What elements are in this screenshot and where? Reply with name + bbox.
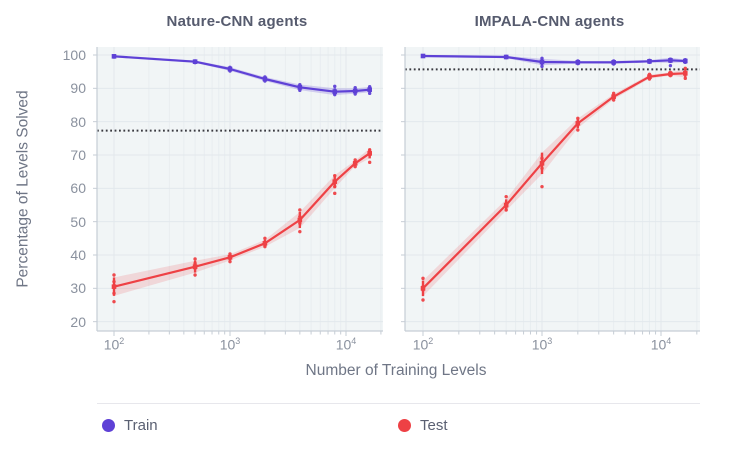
test-legend-dot-icon (398, 419, 411, 432)
train-series (111, 54, 372, 97)
panel-title-impala-cnn: IMPALA-CNN agents (474, 13, 625, 30)
x-tick-label: 103 (219, 336, 241, 353)
x-tick-label: 104 (335, 336, 357, 353)
x-tick-label: 102 (103, 336, 125, 353)
y-axis-title: Percentage of Levels Solved (15, 90, 33, 288)
x-tick-label: 104 (650, 336, 672, 353)
y-tick-label: 60 (70, 180, 86, 197)
y-tick-label: 70 (70, 146, 86, 163)
x-axis-title: Number of Training Levels (305, 362, 487, 379)
plot-area-nature-cnn (93, 47, 383, 336)
legend-label-train: Train (124, 417, 158, 434)
y-tick-label: 20 (70, 313, 86, 330)
y-tick-label: 80 (70, 113, 86, 130)
train-legend-dot-icon (102, 419, 115, 432)
x-tick-label: 102 (412, 336, 434, 353)
legend-item-test: Test (398, 417, 448, 434)
gridlines (97, 47, 383, 331)
train-series (420, 53, 688, 69)
legend-divider (97, 403, 700, 404)
test-series (111, 148, 372, 304)
plot-area-impala-cnn (401, 47, 700, 336)
y-tick-label: 100 (62, 46, 86, 63)
x-tick-label: 103 (531, 336, 553, 353)
legend-label-test: Test (420, 417, 448, 434)
test-series (420, 66, 688, 302)
y-tick-label: 30 (70, 280, 86, 297)
y-tick-label: 90 (70, 80, 86, 97)
panel-title-nature-cnn: Nature-CNN agents (166, 13, 308, 30)
y-tick-label: 50 (70, 213, 86, 230)
y-tick-label: 40 (70, 246, 86, 263)
legend-item-train: Train (102, 417, 158, 434)
